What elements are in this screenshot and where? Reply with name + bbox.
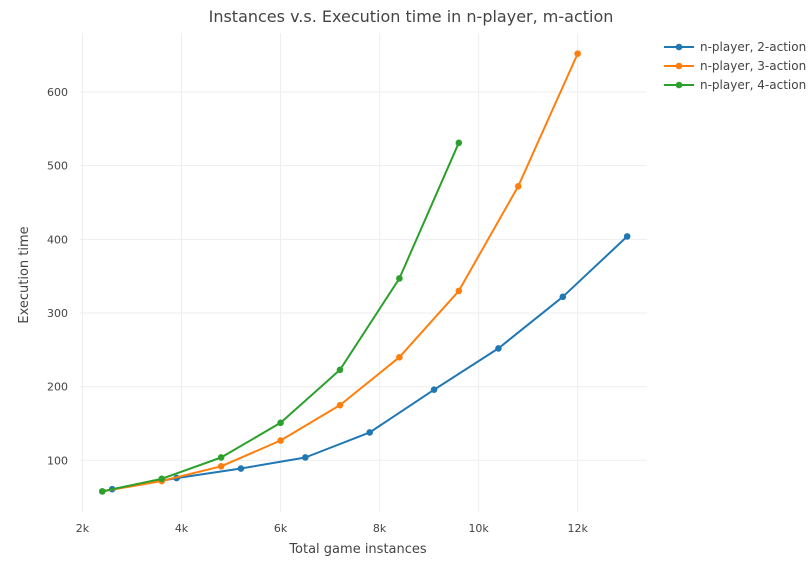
series-1: [108, 233, 631, 493]
y-tick-label: 100: [47, 454, 68, 467]
y-axis-title: Execution time: [17, 226, 32, 323]
data-point: [495, 345, 502, 352]
legend-label: n-player, 4-action: [700, 78, 806, 92]
data-point: [514, 182, 522, 190]
tick-labels: 2k 4k 6k 8k 10k 12k 100 200 300 400 500 600: [47, 86, 588, 535]
legend-label: n-player, 3-action: [700, 59, 806, 73]
x-tick-label: 12k: [567, 522, 588, 535]
data-point: [277, 419, 284, 427]
legend-label: n-player, 2-action: [700, 40, 806, 54]
x-tick-label: 6k: [274, 522, 288, 535]
data-point: [336, 366, 344, 374]
data-point: [336, 401, 344, 409]
series-layer: [98, 50, 631, 495]
y-tick-label: 500: [47, 160, 68, 173]
data-point: [302, 454, 309, 461]
data-point: [430, 386, 438, 393]
data-point: [574, 50, 581, 57]
grid-layer: [80, 33, 647, 512]
y-tick-label: 200: [47, 381, 68, 394]
series-line: [102, 53, 579, 493]
series-2: [98, 50, 581, 495]
x-tick-label: 10k: [468, 522, 489, 535]
series-line: [112, 235, 628, 491]
legend-item: n-player, 3-action: [664, 59, 806, 73]
data-point: [455, 139, 463, 147]
legend-item: n-player, 2-action: [664, 40, 806, 54]
data-point: [217, 454, 225, 461]
y-tick-label: 300: [47, 307, 68, 320]
data-point: [455, 287, 463, 295]
data-point: [237, 465, 245, 472]
data-point: [158, 475, 166, 483]
legend-swatch-marker: [675, 62, 683, 70]
data-point: [98, 488, 106, 495]
data-point: [623, 233, 631, 240]
legend-item: n-player, 4-action: [664, 78, 806, 92]
data-point: [396, 275, 403, 282]
legend: n-player, 2-action n-player, 3-action n-pl…: [664, 40, 806, 92]
data-point: [277, 437, 284, 444]
chart-title: Instances v.s. Execution time in n-playe…: [209, 7, 614, 26]
x-tick-label: 4k: [175, 522, 189, 535]
data-point: [396, 353, 403, 361]
y-tick-label: 400: [47, 233, 68, 246]
data-point: [217, 463, 225, 470]
x-tick-label: 8k: [373, 522, 387, 535]
legend-swatch-marker: [675, 43, 683, 51]
data-point: [366, 429, 373, 436]
y-tick-label: 600: [47, 86, 68, 99]
x-axis-title: Total game instances: [288, 542, 427, 557]
legend-swatch-marker: [675, 81, 683, 89]
data-point: [559, 293, 567, 301]
series-3: [98, 139, 463, 495]
x-tick-label: 2k: [76, 522, 90, 535]
